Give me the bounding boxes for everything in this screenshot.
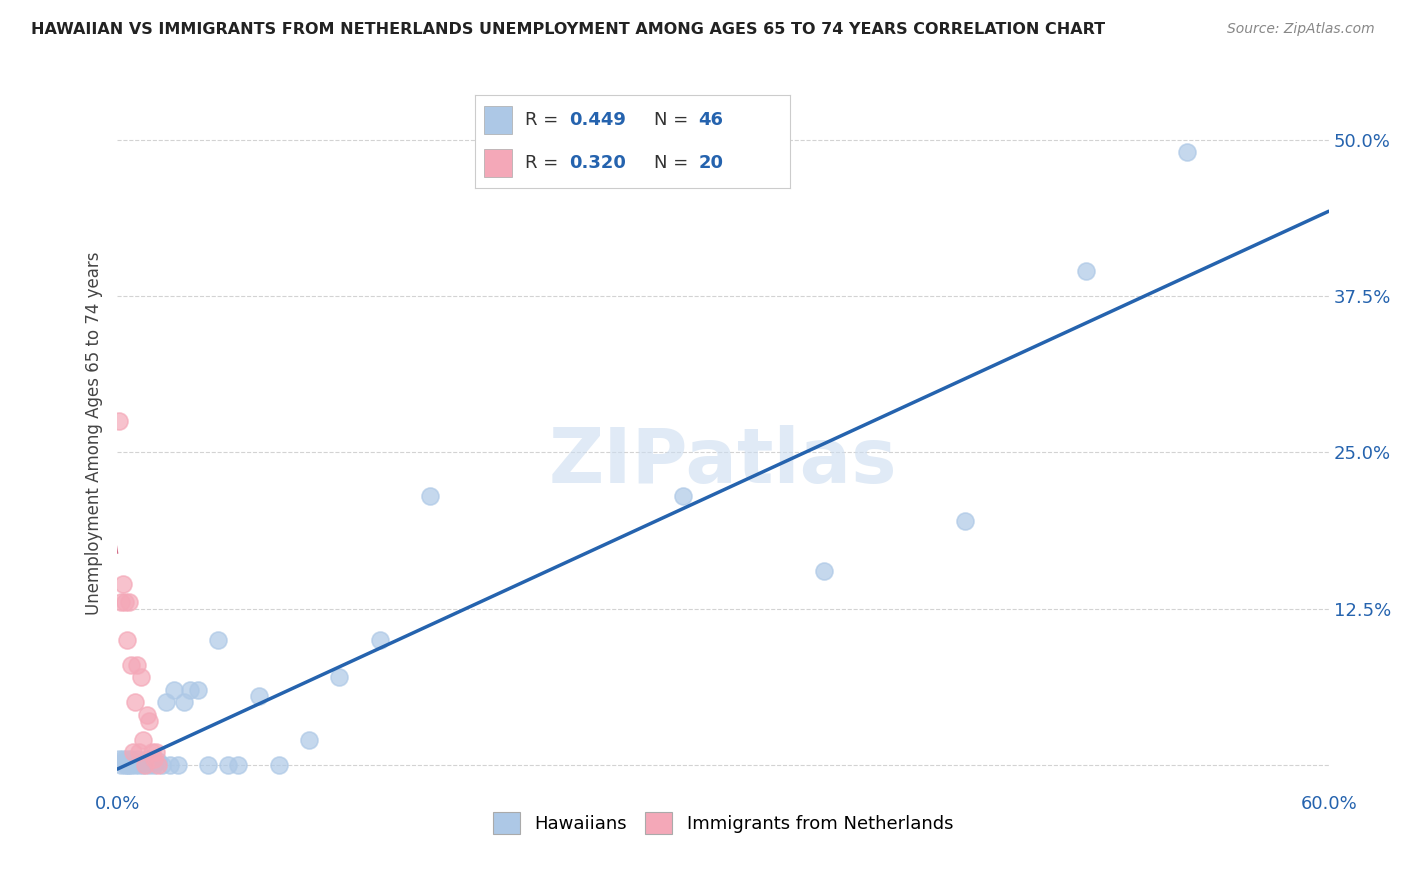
Point (166, 758, 188, 772)
Point (207, 632, 229, 647)
Point (419, 489, 441, 503)
Point (813, 564, 835, 578)
Text: HAWAIIAN VS IMMIGRANTS FROM NETHERLANDS UNEMPLOYMENT AMONG AGES 65 TO 74 YEARS C: HAWAIIAN VS IMMIGRANTS FROM NETHERLANDS … (31, 22, 1105, 37)
Point (128, 758, 150, 772)
Point (368, 632, 391, 647)
Point (145, 746, 167, 760)
Point (124, 758, 146, 772)
Point (1177, 145, 1199, 160)
Point (117, 632, 139, 647)
Point (141, 756, 163, 770)
Point (117, 752, 139, 766)
Point (146, 758, 169, 772)
Point (173, 695, 195, 709)
Point (146, 754, 169, 768)
Point (138, 714, 160, 728)
Y-axis label: Unemployment Among Ages 65 to 74 years: Unemployment Among Ages 65 to 74 years (86, 252, 103, 615)
Point (132, 733, 155, 747)
Point (108, 752, 131, 766)
Point (138, 758, 160, 772)
Point (122, 754, 145, 768)
Point (131, 756, 153, 770)
Point (131, 670, 153, 684)
Point (134, 758, 156, 772)
Point (114, 758, 136, 772)
Point (671, 489, 693, 503)
Point (197, 758, 219, 772)
Point (117, 758, 139, 772)
Point (112, 576, 135, 591)
Point (127, 752, 149, 766)
Point (217, 758, 239, 772)
Point (132, 758, 155, 772)
Text: ZIPatlas: ZIPatlas (548, 425, 897, 500)
Point (120, 758, 142, 772)
Point (267, 758, 290, 772)
Point (142, 758, 165, 772)
Point (108, 414, 131, 428)
Point (247, 689, 270, 703)
Point (122, 746, 145, 760)
Point (155, 695, 177, 709)
Point (127, 657, 149, 672)
Point (163, 682, 186, 697)
Point (298, 733, 321, 747)
Point (136, 707, 159, 722)
Text: Source: ZipAtlas.com: Source: ZipAtlas.com (1227, 22, 1375, 37)
Point (228, 758, 250, 772)
Point (328, 670, 350, 684)
Point (110, 595, 132, 609)
Point (159, 758, 181, 772)
Point (120, 752, 142, 766)
Point (114, 754, 136, 768)
Point (187, 682, 209, 697)
Point (120, 657, 142, 672)
Legend: Hawaiians, Immigrants from Netherlands: Hawaiians, Immigrants from Netherlands (494, 813, 953, 834)
Point (141, 746, 163, 760)
Point (136, 752, 159, 766)
Point (110, 758, 132, 772)
Point (1076, 264, 1098, 278)
Point (112, 752, 135, 766)
Point (118, 595, 141, 609)
Point (124, 695, 146, 709)
Point (150, 758, 173, 772)
Point (955, 514, 977, 528)
Point (179, 682, 201, 697)
Point (128, 746, 150, 760)
Point (142, 752, 165, 766)
Point (118, 756, 141, 770)
Point (118, 758, 141, 772)
Point (112, 756, 135, 770)
Point (114, 595, 136, 609)
